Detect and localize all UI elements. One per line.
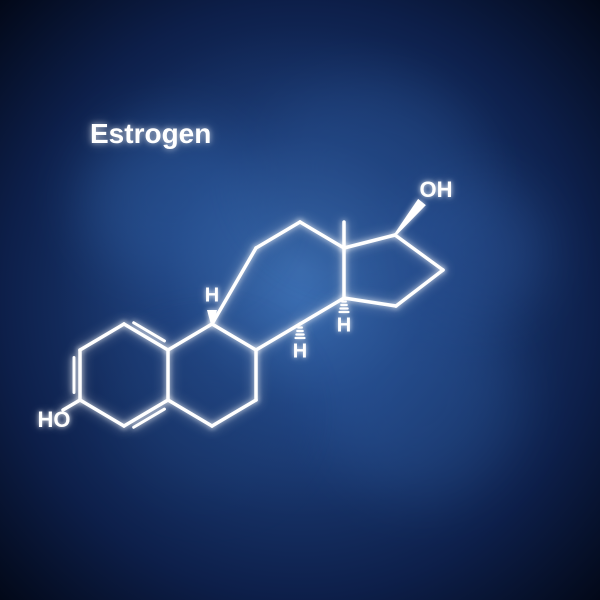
atom-label: H — [205, 285, 219, 308]
atom-label: H — [337, 315, 351, 338]
atom-label: HO — [38, 407, 71, 433]
atom-label: OH — [420, 177, 453, 203]
molecule-structure — [0, 0, 600, 600]
atom-label: H — [293, 341, 307, 364]
